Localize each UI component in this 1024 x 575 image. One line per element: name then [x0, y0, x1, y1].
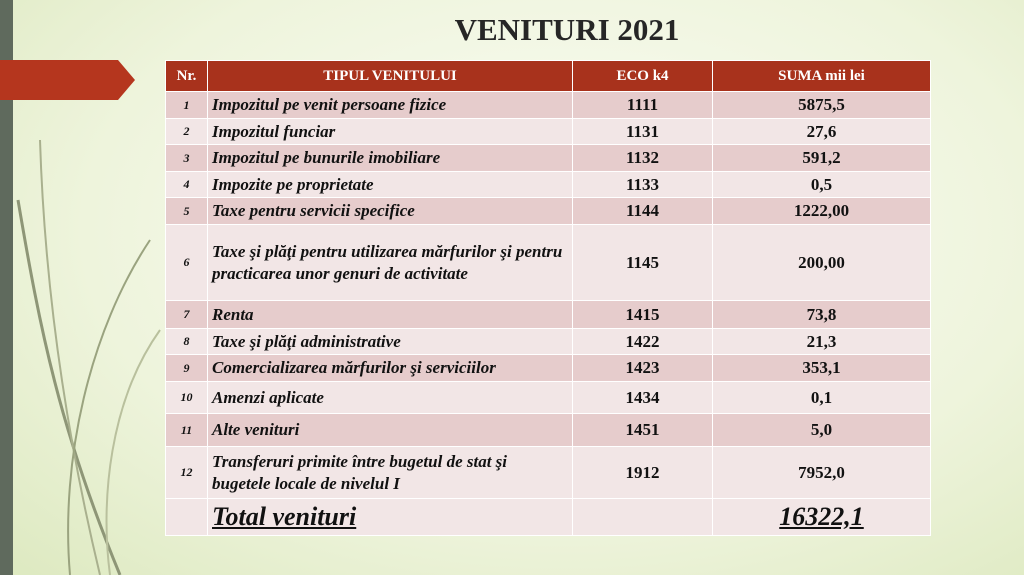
cell: Taxe şi plăţi administrative [207, 328, 573, 355]
cell: Taxe pentru servicii specifice [207, 197, 573, 225]
total-value: 16322,1 [712, 498, 931, 536]
grass [16, 199, 122, 575]
cell: 21,3 [712, 328, 931, 355]
cell: 1111 [572, 91, 713, 119]
table-row: 4 Impozite pe proprietate 1133 0,5 [165, 171, 931, 198]
grass [67, 239, 151, 575]
cell: 0,5 [712, 171, 931, 198]
column-header: SUMA mii lei [712, 60, 931, 92]
cell: 2 [165, 118, 208, 145]
cell: Impozitul pe bunurile imobiliare [207, 144, 573, 172]
cell: 1132 [572, 144, 713, 172]
cell: 11 [165, 413, 208, 447]
cell: Impozite pe proprietate [207, 171, 573, 198]
cell: Comercializarea mărfurilor şi serviciilo… [207, 354, 573, 382]
cell: 1133 [572, 171, 713, 198]
cell: 1422 [572, 328, 713, 355]
cell: Renta [207, 300, 573, 329]
side-strip [0, 0, 13, 575]
cell: 10 [165, 381, 208, 414]
title: VENITURI 2021 [454, 12, 680, 47]
cell: Impozitul pe venit persoane fizice [207, 91, 573, 119]
table-row: 11 Alte venituri 1451 5,0 [165, 413, 931, 447]
table-row: 1 Impozitul pe venit persoane fizice 1111 5… [165, 91, 931, 119]
cell: 12 [165, 446, 208, 499]
cell: 27,6 [712, 118, 931, 145]
table-row: 10 Amenzi aplicate 1434 0,1 [165, 381, 931, 414]
cell: 591,2 [712, 144, 931, 172]
cell: Taxe şi plăţi pentru utilizarea mărfuril… [207, 224, 573, 301]
column-header: ECO k4 [572, 60, 713, 92]
cell: 73,8 [712, 300, 931, 329]
cell: 8 [165, 328, 208, 355]
table-row: 2 Impozitul funciar 1131 27,6 [165, 118, 931, 145]
cell: 5,0 [712, 413, 931, 447]
cell: 1434 [572, 381, 713, 414]
table-row: 6 Taxe şi plăţi pentru utilizarea mărfuri… [165, 224, 931, 301]
column-header: TIPUL VENITULUI [207, 60, 573, 92]
cell: 1423 [572, 354, 713, 382]
cell [572, 498, 713, 536]
cell: 6 [165, 224, 208, 301]
cell: 9 [165, 354, 208, 382]
table-row: 12 Transferuri primite între bugetul de s… [165, 446, 931, 499]
cell: 7 [165, 300, 208, 329]
table-row: 8 Taxe şi plăţi administrative 1422 21,3 [165, 328, 931, 355]
grass [39, 139, 101, 575]
arrow [0, 60, 135, 100]
cell: 0,1 [712, 381, 931, 414]
cell: 200,00 [712, 224, 931, 301]
cell: 1451 [572, 413, 713, 447]
cell: 3 [165, 144, 208, 172]
table-row: 7 Renta 1415 73,8 [165, 300, 931, 329]
cell: 7952,0 [712, 446, 931, 499]
grass [105, 329, 161, 575]
cell: 1 [165, 91, 208, 119]
cell: 1415 [572, 300, 713, 329]
total-row: Total venituri 16322,1 [165, 498, 931, 536]
table-row: 9 Comercializarea mărfurilor şi serviciil… [165, 354, 931, 382]
cell: Alte venituri [207, 413, 573, 447]
header-row: Nr. TIPUL VENITULUI ECO k4 SUMA mii lei [165, 60, 931, 92]
total-label: Total venituri [207, 498, 573, 536]
table-row: 3 Impozitul pe bunurile imobiliare 1132 591… [165, 144, 931, 172]
cell: 1145 [572, 224, 713, 301]
cell: 4 [165, 171, 208, 198]
cell: 1144 [572, 197, 713, 225]
cell: 5 [165, 197, 208, 225]
cell: 1912 [572, 446, 713, 499]
table-row: 5 Taxe pentru servicii specifice 1144 1222,… [165, 197, 931, 225]
cell: 353,1 [712, 354, 931, 382]
revenue-table: Nr. TIPUL VENITULUI ECO k4 SUMA mii lei 1 Im… [165, 60, 931, 536]
cell: Impozitul funciar [207, 118, 573, 145]
cell [165, 498, 208, 536]
cell: 5875,5 [712, 91, 931, 119]
cell: Transferuri primite între bugetul de sta… [207, 446, 573, 499]
cell: 1131 [572, 118, 713, 145]
column-header: Nr. [165, 60, 208, 92]
cell: 1222,00 [712, 197, 931, 225]
cell: Amenzi aplicate [207, 381, 573, 414]
